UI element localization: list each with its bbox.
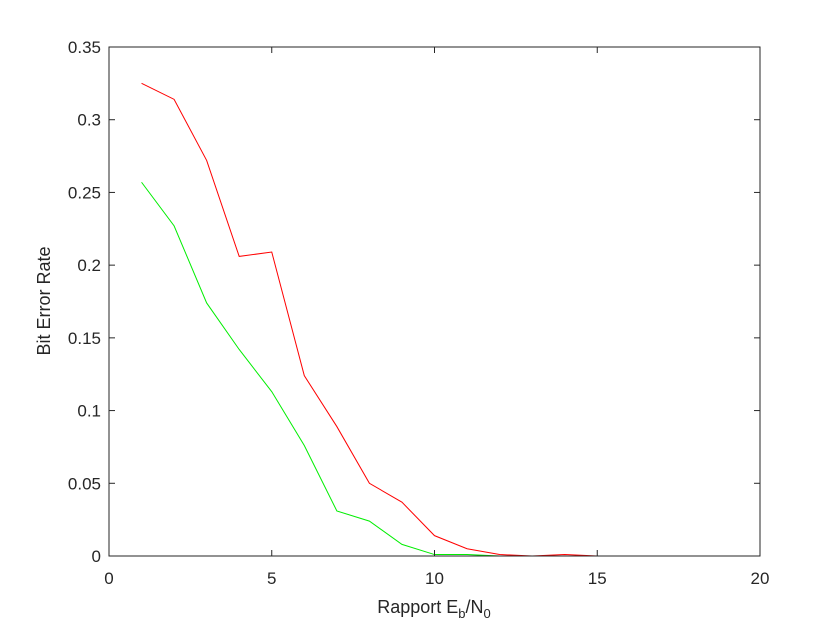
y-tick-label: 0.3 <box>77 111 101 130</box>
y-axis-label: Bit Error Rate <box>34 246 54 355</box>
y-tick-label: 0.05 <box>68 474 101 493</box>
x-axis-label: Rapport Eb/N0 <box>377 597 491 621</box>
y-tick-label: 0.35 <box>68 38 101 57</box>
plot-area <box>109 47 760 556</box>
x-tick-label: 10 <box>425 569 444 588</box>
x-tick-label: 15 <box>588 569 607 588</box>
x-tick-label: 5 <box>267 569 276 588</box>
y-tick-label: 0.2 <box>77 256 101 275</box>
y-tick-label: 0.1 <box>77 402 101 421</box>
x-ticks: 0 5 10 15 20 <box>104 47 769 588</box>
y-tick-label: 0 <box>92 547 101 566</box>
y-tick-label: 0.15 <box>68 329 101 348</box>
x-tick-label: 20 <box>751 569 770 588</box>
y-ticks: 0 0.05 0.1 0.15 0.2 0.25 0.3 0.35 <box>68 38 760 566</box>
y-tick-label: 0.25 <box>68 183 101 202</box>
x-tick-label: 0 <box>104 569 113 588</box>
